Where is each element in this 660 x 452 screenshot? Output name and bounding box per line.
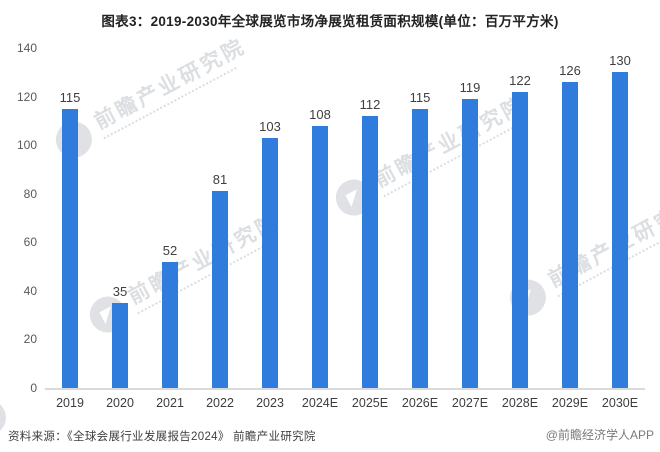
bar-group: 103 xyxy=(245,48,295,388)
bar-value-label: 126 xyxy=(559,63,581,78)
x-axis-label: 2027E xyxy=(451,396,489,410)
bar-group: 122 xyxy=(495,48,545,388)
y-axis-label: 80 xyxy=(23,186,37,201)
bar-group: 112 xyxy=(345,48,395,388)
bar-group: 126 xyxy=(545,48,595,388)
y-axis-label: 40 xyxy=(23,283,37,298)
x-axis-label: 2021 xyxy=(156,396,184,410)
bar-2025E xyxy=(362,116,378,388)
bar-value-label: 115 xyxy=(409,89,431,105)
x-axis: 2019 2020 2021 2022 2023 2024E 2025E 2026E 2027E… xyxy=(45,396,645,410)
bar-2026E xyxy=(412,108,428,388)
bar-group: 115 xyxy=(395,48,445,388)
y-axis-label: 0 xyxy=(30,381,37,395)
y-axis-label: 20 xyxy=(23,332,37,347)
bar-value-label: 103 xyxy=(259,118,281,134)
y-axis: 0 20 40 60 80 100 120 140 xyxy=(0,42,37,394)
x-axis-label: 2020 xyxy=(106,396,134,410)
bar-2024E xyxy=(312,125,328,388)
bars-row: 115 35 52 81 103 108 112 115 119 122 126 130 xyxy=(45,48,645,388)
bar-2022 xyxy=(212,191,228,388)
plot-area: 115 35 52 81 103 108 112 115 119 122 126 130 xyxy=(45,48,645,390)
bar-value-label: 35 xyxy=(112,284,128,299)
bar-group: 35 xyxy=(95,48,145,388)
chart-title: 图表3：2019-2030年全球展览市场净展览租赁面积规模(单位：百万平方米) xyxy=(101,14,559,29)
bar-group: 108 xyxy=(295,48,345,388)
x-axis-label: 2026E xyxy=(401,396,439,410)
x-axis-label: 2024E xyxy=(301,396,339,410)
bar-2023 xyxy=(262,137,278,388)
credit-note: @前瞻经济学人APP xyxy=(545,428,654,442)
y-axis-label: 100 xyxy=(16,138,37,153)
x-axis-label: 2019 xyxy=(56,396,84,410)
bar-2030E xyxy=(612,72,628,388)
bar-value-label: 81 xyxy=(212,172,228,188)
y-axis-label: 60 xyxy=(23,235,37,250)
bar-group: 52 xyxy=(145,48,195,388)
bar-group: 81 xyxy=(195,48,245,388)
x-axis-label: 2022 xyxy=(206,396,234,410)
bar-2019 xyxy=(62,108,78,388)
bar-2028E xyxy=(512,91,528,388)
y-axis-label: 140 xyxy=(16,41,37,55)
bar-2029E xyxy=(562,82,578,388)
y-axis-label: 120 xyxy=(16,89,37,104)
x-axis-label: 2030E xyxy=(601,396,639,410)
bar-group: 130 xyxy=(595,48,645,388)
bar-value-label: 52 xyxy=(162,242,178,258)
x-axis-label: 2029E xyxy=(551,396,589,410)
x-axis-label: 2023 xyxy=(256,396,284,410)
bar-2027E xyxy=(462,99,478,388)
bar-value-label: 130 xyxy=(609,53,631,69)
x-axis-label: 2028E xyxy=(501,396,539,410)
x-axis-label: 2025E xyxy=(351,396,389,410)
source-note: 资料来源：《全球会展行业发展报告2024》 前瞻产业研究院 xyxy=(8,431,316,443)
bar-value-label: 115 xyxy=(59,89,81,105)
bar-group: 115 xyxy=(45,48,95,388)
bar-value-label: 122 xyxy=(509,72,531,88)
bar-2021 xyxy=(162,261,178,388)
bar-value-label: 119 xyxy=(459,80,481,95)
bar-2020 xyxy=(112,303,128,388)
bar-group: 119 xyxy=(445,48,495,388)
bar-value-label: 112 xyxy=(359,97,381,112)
bar-value-label: 108 xyxy=(309,106,331,122)
